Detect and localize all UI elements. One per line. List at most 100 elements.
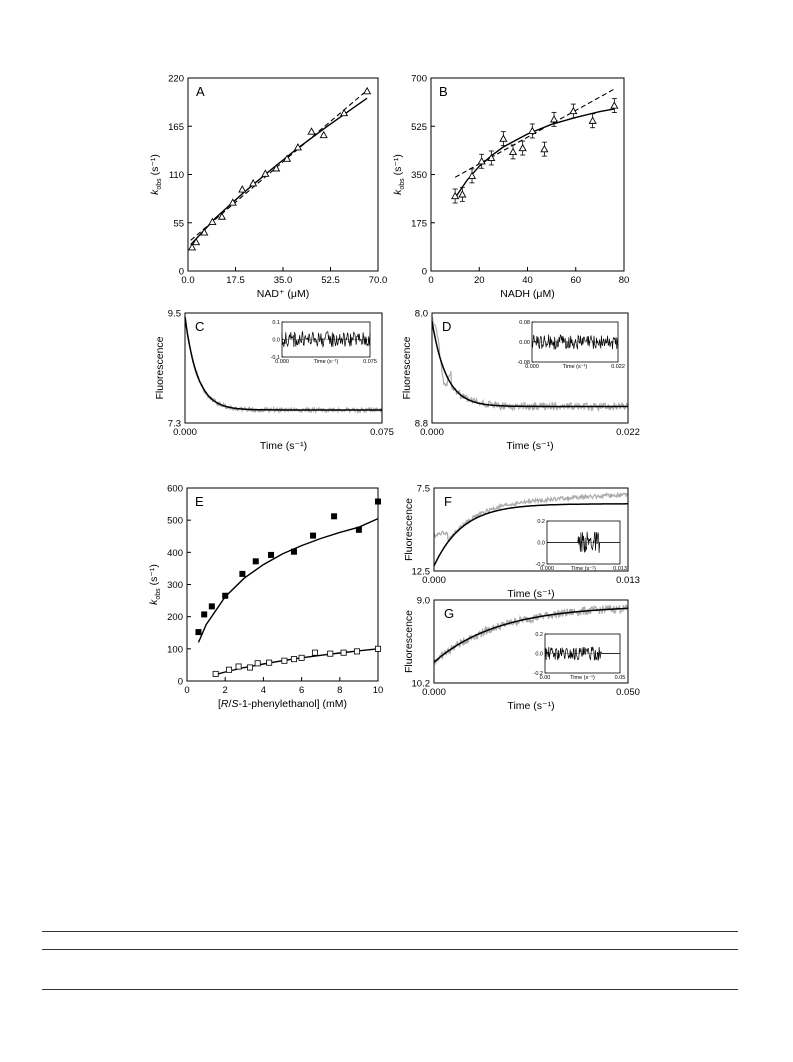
- y-tick-label-E: 600: [167, 484, 183, 495]
- plot-frame-C: [184, 312, 383, 424]
- data-point-A: [340, 108, 349, 117]
- x-tick-label-C: 0.000: [173, 427, 197, 438]
- panel-G: 0.000 0.050 10.2 9.0 G Time (s⁻¹) Fluorescence…: [403, 596, 640, 713]
- inset-G: 0.2 0.0 -0.20.00 0.05 Time (s⁻¹): [534, 632, 626, 681]
- panel-D: 0.000 0.022 8.8 8.0 D Time (s⁻¹) Fluorescence 0…: [401, 309, 640, 453]
- y-tick-label-E: 0: [178, 677, 183, 688]
- table-bottom-rule: [42, 989, 738, 990]
- data-point-A: [293, 143, 302, 151]
- x-tick-label-B: 40: [522, 275, 533, 286]
- x-tick-label-G: 0.050: [616, 687, 640, 698]
- inset-x-axis-label-C: Time (s⁻¹): [314, 359, 339, 365]
- y-tick-label-A: 110: [169, 170, 184, 181]
- panel-label-B: B: [439, 84, 448, 99]
- y-label-k: k: [392, 189, 404, 195]
- y-tick-label-A: 220: [168, 74, 184, 85]
- inset-x-tick-label-C: 0.000: [275, 359, 289, 365]
- inset-y-tick-label-F: 0.2: [537, 519, 545, 525]
- y-tick-label-B: 700: [411, 74, 427, 85]
- raw-trace-D: [431, 316, 629, 413]
- data-point-E-0: [201, 611, 208, 618]
- data-point-E-0: [331, 513, 338, 520]
- inset-x-axis-label-G: Time (s⁻¹): [570, 675, 595, 681]
- y-tick-label-A: 55: [173, 218, 184, 229]
- y-label-sub: obs: [155, 588, 162, 600]
- inset-y-tick-label-C: 0.0: [272, 338, 280, 344]
- data-point-E-0: [252, 558, 259, 565]
- data-point-A: [261, 169, 270, 177]
- data-point-B: [508, 147, 518, 155]
- x-label-part: R: [221, 698, 229, 710]
- data-point-A: [192, 237, 201, 246]
- inset-x-axis-label-D: Time (s⁻¹): [563, 364, 588, 370]
- y-axis-label-E: kobs (s⁻¹): [148, 564, 162, 605]
- x-tick-label-A: 35.0: [274, 275, 293, 286]
- table-header-rule: [42, 949, 738, 950]
- inset-x-tick-label-F: 0.000: [540, 566, 554, 572]
- inset-y-tick-label-D: 0.00: [519, 340, 530, 346]
- y-tick-label-E: 500: [167, 516, 183, 527]
- y-label-k: k: [148, 599, 160, 605]
- data-point-B: [528, 126, 537, 135]
- residual-trace-C: [281, 330, 371, 348]
- data-point-A: [272, 164, 281, 172]
- data-point-E-0: [355, 526, 362, 533]
- panel-F: 0.000 0.013 12.5 7.5 F Time (s⁻¹) Fluorescence…: [403, 484, 640, 601]
- x-tick-label-D: 0.000: [420, 427, 444, 438]
- x-axis-label-G: Time (s⁻¹): [507, 700, 554, 712]
- panel-C: 0.000 0.075 7.3 9.5 C Time (s⁻¹) Fluorescence 0…: [154, 309, 394, 453]
- data-point-E-1: [353, 648, 360, 655]
- plot-frame-D: [431, 312, 629, 424]
- x-axis-label-F: Time (s⁻¹): [507, 588, 554, 600]
- data-point-A: [188, 243, 197, 251]
- data-point-E-1: [226, 666, 233, 673]
- x-axis-label-A: NAD⁺ (μM): [257, 288, 309, 300]
- data-point-B: [588, 116, 597, 124]
- inset-y-tick-label-F: -0.2: [536, 562, 545, 568]
- data-point-E-0: [310, 532, 317, 539]
- y-tick-label-E: 100: [167, 644, 183, 655]
- data-point-B: [549, 115, 559, 123]
- x-tick-label-E: 2: [223, 685, 228, 696]
- data-point-E-1: [298, 654, 305, 661]
- y-tick-label-D: 8.8: [415, 419, 428, 430]
- x-axis-label-B: NADH (μM): [500, 288, 554, 300]
- x-axis-label-C: Time (s⁻¹): [260, 440, 307, 452]
- x-tick-label-D: 0.022: [616, 427, 640, 438]
- data-point-E-1: [374, 645, 381, 652]
- data-point-A: [200, 228, 209, 236]
- inset-x-axis-label-F: Time (s⁻¹): [571, 566, 596, 572]
- plot-frame-B: [430, 77, 625, 272]
- x-axis-label-E: [R/S-1-phenylethanol] (mM): [218, 698, 347, 710]
- x-tick-label-A: 17.5: [226, 275, 245, 286]
- y-label-k: k: [149, 189, 161, 195]
- fit-line-E-0: [197, 517, 379, 643]
- panel-label-A: A: [196, 84, 205, 99]
- y-label-unit: (s⁻¹): [149, 154, 161, 178]
- data-point-E-0: [208, 603, 215, 610]
- y-tick-label-B: 525: [411, 122, 427, 133]
- inset-F: 0.2 0.0 -0.20.000 0.013 Time (s⁻¹): [536, 519, 627, 572]
- y-tick-label-A: 165: [168, 122, 184, 133]
- fit-line-A-solid: [190, 97, 368, 246]
- x-tick-label-C: 0.075: [370, 427, 394, 438]
- y-tick-label-G: 10.2: [412, 679, 431, 690]
- x-tick-label-E: 10: [373, 685, 384, 696]
- data-point-B: [458, 190, 467, 198]
- data-point-A: [363, 86, 372, 95]
- fit-line-A-dashed: [190, 89, 368, 241]
- x-tick-label-A: 70.0: [369, 275, 388, 286]
- inset-y-tick-label-C: 0.1: [272, 320, 280, 326]
- panel-label-D: D: [442, 319, 451, 334]
- y-axis-label-D: Fluorescence: [401, 336, 413, 399]
- fit-trace-G: [433, 607, 628, 663]
- data-point-E-1: [327, 650, 334, 657]
- data-point-A: [319, 130, 328, 139]
- y-tick-label-E: 400: [167, 548, 183, 559]
- table-top-rule: [42, 931, 738, 932]
- panel-label-E: E: [195, 494, 204, 509]
- x-tick-label-B: 60: [570, 275, 581, 286]
- data-point-B: [451, 191, 460, 200]
- inset-y-tick-label-D: -0.08: [517, 360, 530, 366]
